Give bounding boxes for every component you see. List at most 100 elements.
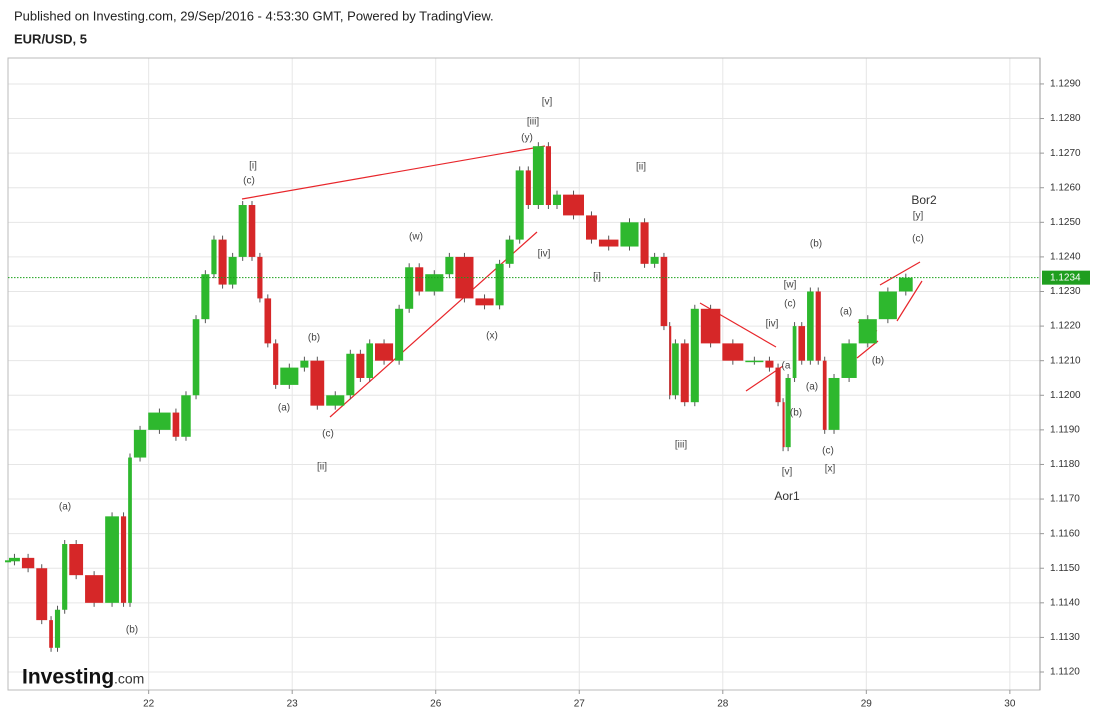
x-tick-label: 27 <box>574 699 586 710</box>
candle <box>475 298 494 306</box>
y-tick-label: 1.1160 <box>1050 528 1080 539</box>
candle <box>598 239 619 247</box>
candle <box>690 308 699 403</box>
y-tick-label: 1.1280 <box>1050 113 1081 124</box>
candle <box>650 256 659 264</box>
candle <box>211 239 217 275</box>
last-price-box <box>1042 270 1090 285</box>
wave-label: (a) <box>806 382 818 393</box>
candle <box>792 326 797 378</box>
candle <box>775 367 781 403</box>
wave-label: [i] <box>249 161 257 172</box>
candle <box>495 263 504 306</box>
candle <box>69 544 84 576</box>
candle <box>49 620 53 648</box>
candle <box>21 557 35 569</box>
y-tick-label: 1.1140 <box>1050 597 1080 608</box>
wave-label: [ii] <box>317 462 327 473</box>
wave-label: (c) <box>912 234 924 245</box>
candle <box>586 215 597 240</box>
candle <box>238 205 247 257</box>
candle <box>822 360 827 430</box>
candle <box>807 291 814 361</box>
wave-label: [i] <box>593 272 601 283</box>
y-tick-label: 1.1230 <box>1050 286 1081 297</box>
x-tick-label: 22 <box>143 699 155 710</box>
candle <box>765 360 774 368</box>
wave-label: (a <box>782 361 791 372</box>
trendline <box>896 280 923 322</box>
y-tick-label: 1.1270 <box>1050 148 1081 159</box>
wave-label: (b) <box>126 625 138 636</box>
candle <box>841 343 857 378</box>
wave-label: [y] <box>913 211 924 222</box>
candle <box>346 353 355 396</box>
candle <box>248 205 256 257</box>
wave-label: (c) <box>822 446 834 457</box>
candle <box>798 326 806 361</box>
candle <box>120 516 127 603</box>
candle <box>326 395 345 406</box>
candle <box>669 326 672 396</box>
x-tick-label: 23 <box>287 699 299 710</box>
candle <box>700 308 721 344</box>
y-tick-label: 1.1200 <box>1050 390 1081 401</box>
candle <box>515 170 524 240</box>
logo-suffix: .com <box>114 671 144 687</box>
wave-label: (b) <box>872 356 884 367</box>
candle <box>505 239 514 264</box>
candle <box>620 222 639 247</box>
candle <box>445 256 454 275</box>
candle <box>310 360 325 406</box>
candle <box>273 343 279 385</box>
candle <box>172 412 180 437</box>
y-tick-label: 1.1240 <box>1050 252 1081 263</box>
y-tick-label: 1.1150 <box>1050 563 1080 574</box>
candle <box>525 170 531 206</box>
wave-label: [iii] <box>527 117 539 128</box>
wave-label: (c) <box>784 299 796 310</box>
candle <box>264 298 272 344</box>
candle <box>405 267 414 309</box>
wave-label: [w] <box>784 280 797 291</box>
x-tick-label: 30 <box>1004 699 1016 710</box>
wave-label: [iv] <box>766 319 779 330</box>
y-tick-label: 1.1170 <box>1050 494 1080 505</box>
candle <box>815 291 821 361</box>
wave-label: (b) <box>308 333 320 344</box>
logo: Investing .com <box>22 666 144 689</box>
trendline <box>329 231 538 418</box>
wave-label: [iii] <box>675 440 687 451</box>
candle <box>552 194 562 206</box>
candle <box>680 343 689 403</box>
candle <box>898 277 913 292</box>
last-price-label: 1.1234 <box>1050 272 1081 283</box>
candle <box>745 360 764 363</box>
candle <box>54 609 61 648</box>
wave-label: [iv] <box>538 249 551 260</box>
candle <box>356 353 365 378</box>
wave-label: (a) <box>59 502 71 513</box>
candle <box>828 377 840 430</box>
wave-label: (w) <box>409 232 423 243</box>
candle <box>782 402 785 448</box>
y-tick-label: 1.1220 <box>1050 321 1081 332</box>
y-tick-label: 1.1250 <box>1050 217 1081 228</box>
wave-label: (a) <box>278 403 290 414</box>
y-tick-label: 1.1180 <box>1050 459 1080 470</box>
symbol: EUR/USD, 5 <box>14 31 87 46</box>
y-tick-label: 1.1130 <box>1050 632 1080 643</box>
candle <box>545 146 551 206</box>
trendline <box>856 340 879 359</box>
logo-brand: Investing <box>22 666 114 689</box>
wave-label: (a) <box>840 307 852 318</box>
wave-label: (c) <box>322 429 334 440</box>
x-tick-label: 29 <box>861 699 873 710</box>
candle <box>375 343 394 361</box>
candle <box>366 343 374 378</box>
wave-label: [ii] <box>636 162 646 173</box>
candle <box>228 256 237 285</box>
y-tick-label: 1.1260 <box>1050 182 1081 193</box>
candle <box>148 412 171 430</box>
